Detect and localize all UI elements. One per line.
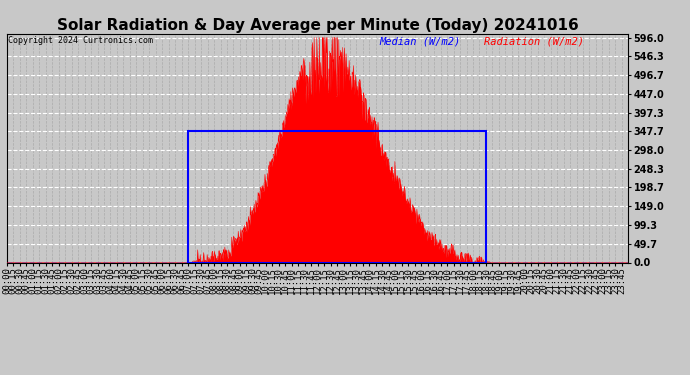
Text: Median (W/m2): Median (W/m2) — [380, 36, 461, 46]
Title: Solar Radiation & Day Average per Minute (Today) 20241016: Solar Radiation & Day Average per Minute… — [57, 18, 578, 33]
Text: Copyright 2024 Curtronics.com: Copyright 2024 Curtronics.com — [8, 36, 152, 45]
Text: Radiation (W/m2): Radiation (W/m2) — [484, 36, 584, 46]
Bar — [188, 131, 486, 262]
